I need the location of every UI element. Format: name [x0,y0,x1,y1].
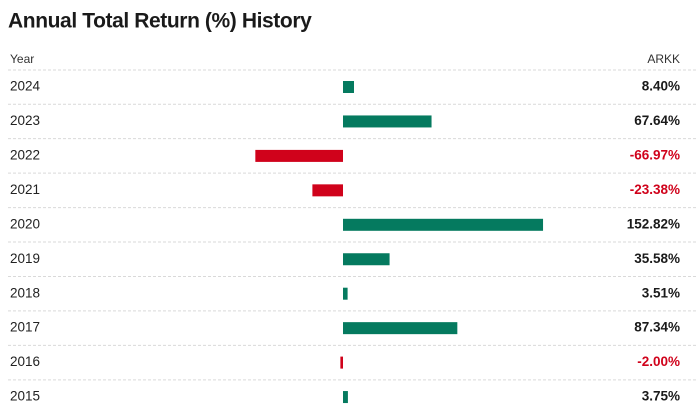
x-tick-label: 2021 [10,182,40,197]
value-label: 8.40% [642,79,680,94]
chart-title: Annual Total Return (%) History [8,10,312,33]
x-tick-label: 2017 [10,320,40,335]
bar [343,218,544,231]
x-tick-label: 2024 [10,79,41,94]
value-label: -66.97% [630,147,680,162]
value-label: -23.38% [630,182,680,197]
x-tick-label: 2015 [10,389,40,404]
value-label: -2.00% [637,354,680,369]
bar [343,391,348,404]
bar [343,253,390,266]
bar [312,184,343,197]
bar [255,149,343,162]
value-label: 3.51% [642,285,680,300]
x-tick-label: 2016 [10,354,40,369]
x-tick-label: 2022 [10,147,40,162]
x-tick-label: 2020 [10,216,40,231]
column-header: Year [10,52,34,66]
bar [340,356,343,369]
bar [343,115,432,128]
value-label: 152.82% [627,216,680,231]
bar [343,322,458,335]
x-tick-label: 2023 [10,113,40,128]
bar [343,287,348,300]
legend-entry: ARKK [647,52,680,66]
x-tick-label: 2019 [10,251,40,266]
value-label: 87.34% [634,320,680,335]
bar [343,81,354,93]
value-label: 67.64% [634,113,680,128]
value-label: 35.58% [634,251,680,266]
x-tick-label: 2018 [10,285,40,300]
value-label: 3.75% [642,389,680,404]
